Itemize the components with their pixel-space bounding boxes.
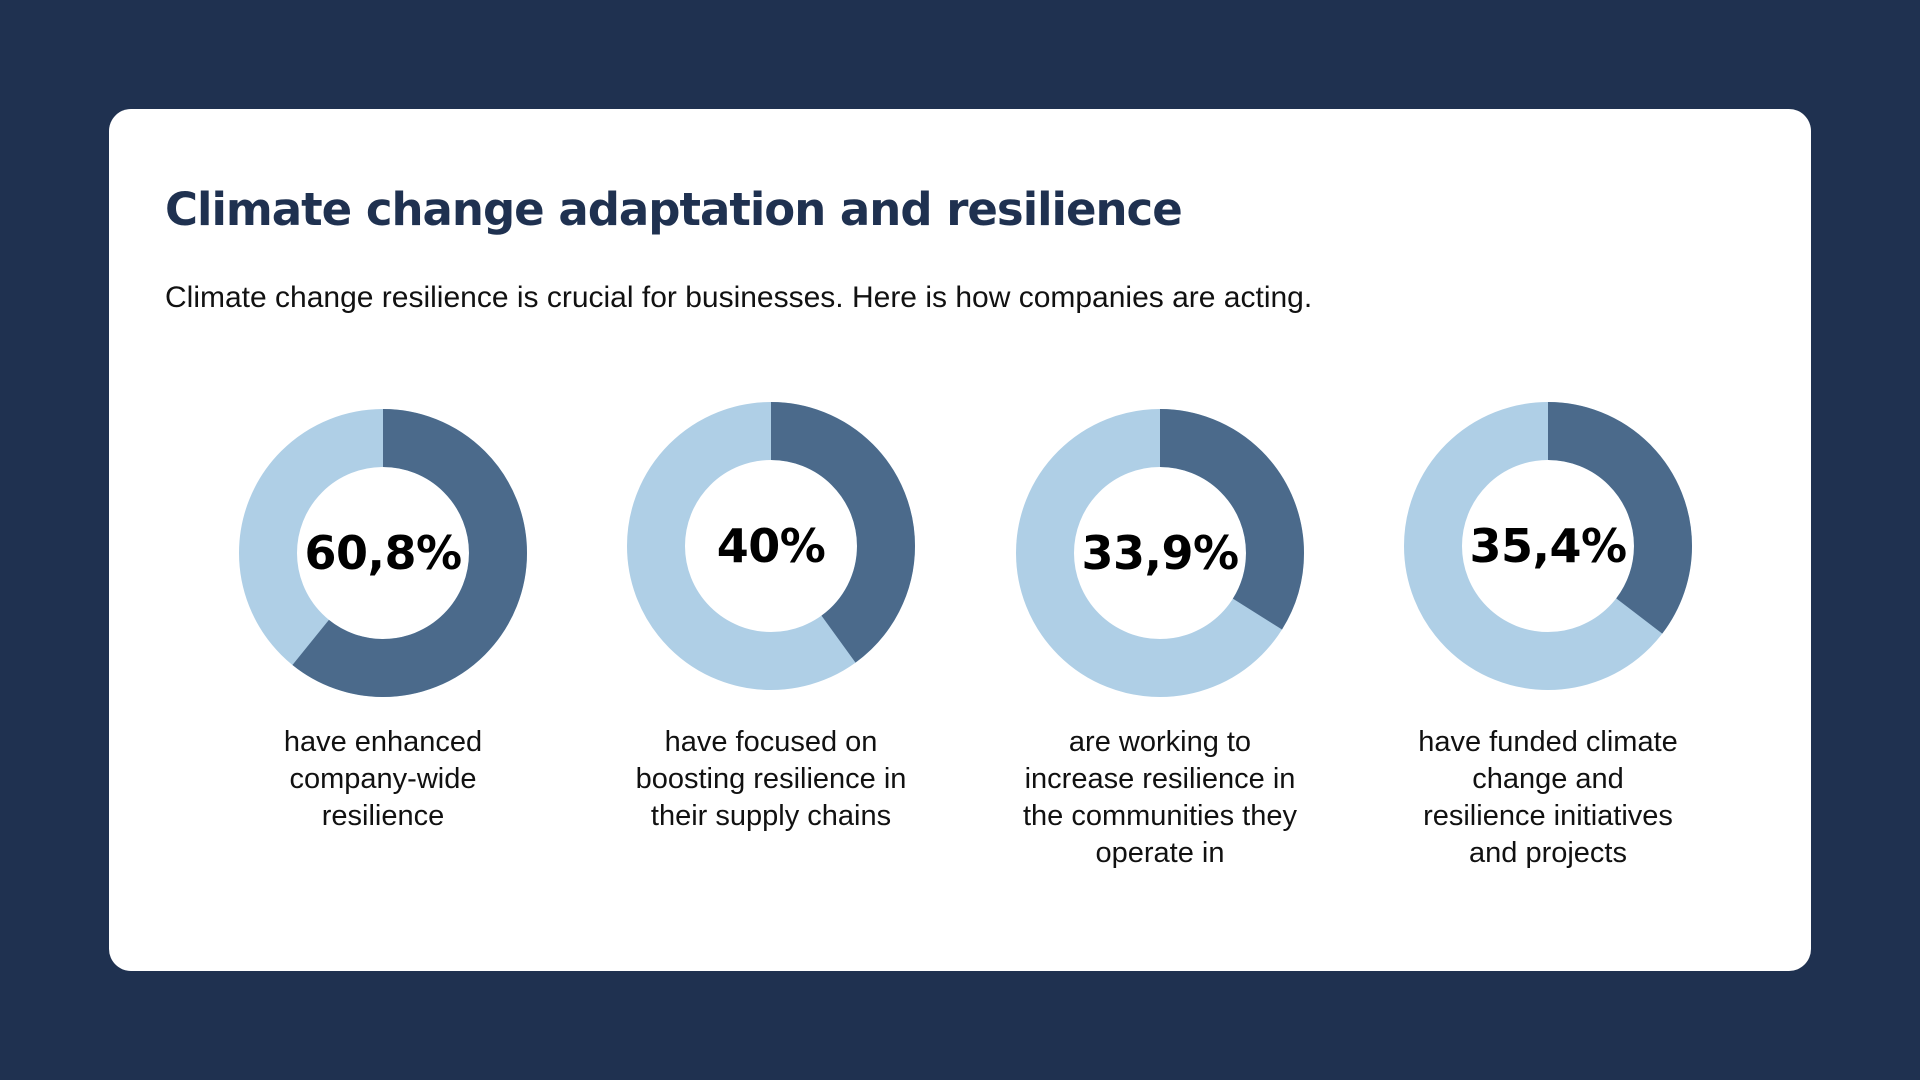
donut-value-segment bbox=[1404, 402, 1692, 690]
donut-percent-label: 60,8% bbox=[304, 526, 462, 580]
donut-description: have focused on boosting resilience in t… bbox=[635, 726, 907, 832]
donut-description: have funded climate change and resilienc… bbox=[1418, 726, 1678, 869]
donut-description: are working to increase resilience in th… bbox=[1022, 726, 1297, 869]
donut-description: have enhanced company-wide resilience bbox=[283, 726, 483, 832]
donut-percent-label: 40% bbox=[716, 519, 826, 573]
donut-chart-svg bbox=[1016, 409, 1304, 697]
donut-charts-row: 60,8% have enhanced company-wide resilie… bbox=[109, 109, 1811, 971]
content-card: Climate change adaptation and resilience… bbox=[109, 109, 1811, 971]
page-subtitle: Climate change resilience is crucial for… bbox=[165, 281, 1313, 314]
donut-value-segment bbox=[239, 409, 527, 697]
donut-chart-svg bbox=[239, 409, 527, 697]
donut-chart-svg bbox=[1404, 402, 1692, 690]
page-title: Climate change adaptation and resilience bbox=[165, 183, 1183, 236]
donut-percent-label: 33,9% bbox=[1081, 526, 1239, 580]
donut-value-segment bbox=[1016, 409, 1304, 697]
donut-percent-label: 35,4% bbox=[1469, 519, 1627, 573]
donut-chart-svg bbox=[627, 402, 915, 690]
donut-value-segment bbox=[627, 402, 915, 690]
